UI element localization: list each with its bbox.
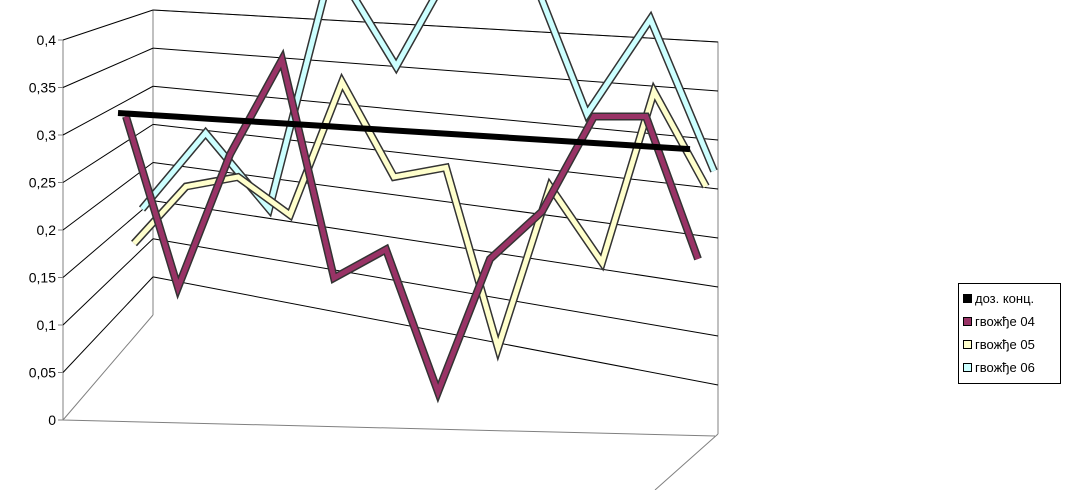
gridline <box>153 239 718 336</box>
legend-swatch <box>963 317 972 326</box>
floor-edge-right <box>655 434 718 490</box>
chart-walls <box>63 10 718 490</box>
y-tick-label: 0,4 <box>37 32 57 48</box>
series-layer <box>118 0 714 392</box>
y-axis: 0 0,05 0,1 0,15 0,2 0,25 0,3 0,35 0,4 <box>29 32 63 428</box>
gridline <box>153 277 718 385</box>
legend-label: доз. конц. <box>975 291 1034 306</box>
y-tick-label: 0,05 <box>29 365 56 381</box>
y-tick-label: 0,1 <box>37 317 57 333</box>
gridline-side <box>63 86 153 135</box>
y-tick-label: 0,3 <box>37 127 57 143</box>
legend-item: гвожђе 05 <box>963 333 1060 356</box>
gridline <box>153 48 718 91</box>
y-tick-label: 0,35 <box>29 80 56 96</box>
legend-swatch <box>963 294 972 303</box>
legend-label: гвожђе 04 <box>975 314 1035 329</box>
legend-item: гвожђе 04 <box>963 310 1060 333</box>
y-tick-label: 0,15 <box>29 270 56 286</box>
back-wall <box>153 10 718 434</box>
legend-label: гвожђе 06 <box>975 360 1035 375</box>
y-tick-label: 0,25 <box>29 175 56 191</box>
legend-item: доз. конц. <box>963 287 1060 310</box>
y-tick-label: 0 <box>48 412 56 428</box>
legend-swatch <box>963 340 972 349</box>
gridline-side <box>63 277 153 373</box>
y-tick-label: 0,2 <box>37 222 57 238</box>
legend: доз. конц. гвожђе 04 гвожђе 05 гвожђе 06 <box>958 283 1061 384</box>
gridline <box>153 201 718 287</box>
floor-edge-left <box>63 315 153 420</box>
gridline-side <box>63 10 153 40</box>
gridline <box>153 10 718 42</box>
gridline-side <box>63 239 153 325</box>
legend-label: гвожђе 05 <box>975 337 1035 352</box>
legend-swatch <box>963 363 972 372</box>
gridline-side <box>63 48 153 87</box>
legend-item: гвожђе 06 <box>963 356 1060 379</box>
